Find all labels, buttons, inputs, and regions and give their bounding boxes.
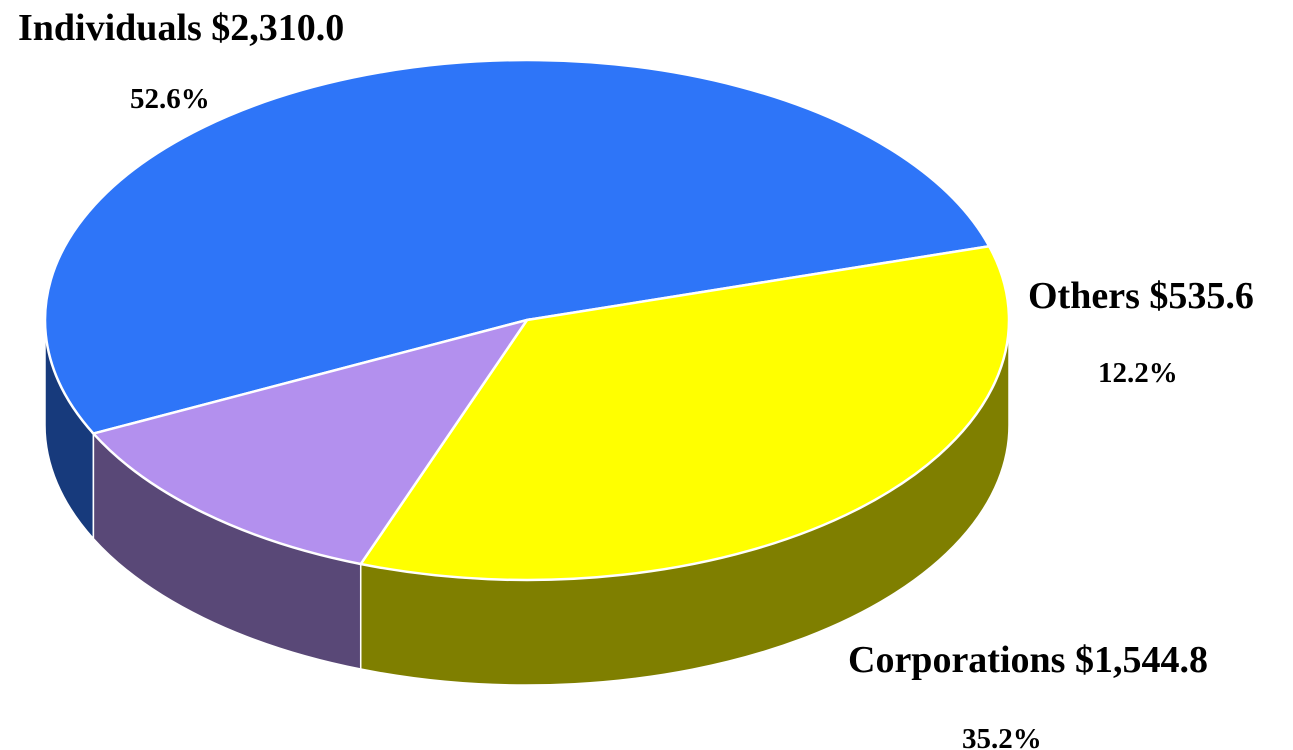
category-name: Others (1028, 275, 1140, 317)
slice-label: Corporations $1,544.8 (848, 639, 1208, 681)
slice-label: Individuals $2,310.0 (18, 7, 344, 49)
slice-label: Others $535.6 (1028, 275, 1254, 317)
value-label: $2,310.0 (211, 7, 344, 49)
category-name: Corporations (848, 639, 1065, 681)
value-label: $1,544.8 (1075, 639, 1208, 681)
slice (43, 58, 992, 435)
percent-label: 35.2% (962, 723, 1042, 750)
slice (358, 244, 1011, 582)
category-name: Individuals (18, 7, 202, 49)
slice (91, 317, 530, 566)
percent-label: 12.2% (1098, 357, 1178, 389)
value-label: $535.6 (1149, 275, 1254, 317)
percent-label: 52.6% (130, 83, 210, 115)
